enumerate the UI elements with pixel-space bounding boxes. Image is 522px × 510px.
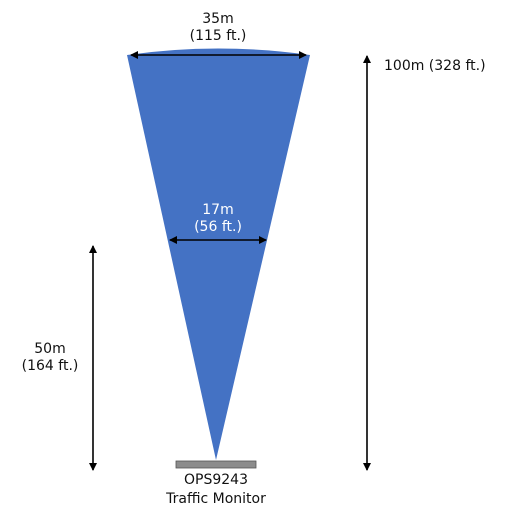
half-range-metric: 50m <box>34 341 66 357</box>
total-range-label: 100m (328 ft.) <box>384 58 486 75</box>
sensor-model: OPS9243 <box>184 472 248 488</box>
radar-beam-cone <box>127 48 310 460</box>
half-range-imperial: (164 ft.) <box>21 358 79 374</box>
total-range-text: 100m (328 ft.) <box>384 58 486 74</box>
mid-width-imperial: (56 ft.) <box>194 219 242 235</box>
mid-width-metric: 17m <box>202 202 234 218</box>
mid-width-label: 17m (56 ft.) <box>168 202 268 236</box>
top-width-label: 35m (115 ft.) <box>168 11 268 45</box>
sensor-label: OPS9243 Traffic Monitor <box>136 471 296 509</box>
half-range-label: 50m (164 ft.) <box>10 341 90 375</box>
top-width-metric: 35m <box>202 11 234 27</box>
sensor-name: Traffic Monitor <box>166 491 266 507</box>
sensor-unit <box>175 460 257 469</box>
top-width-imperial: (115 ft.) <box>189 28 247 44</box>
